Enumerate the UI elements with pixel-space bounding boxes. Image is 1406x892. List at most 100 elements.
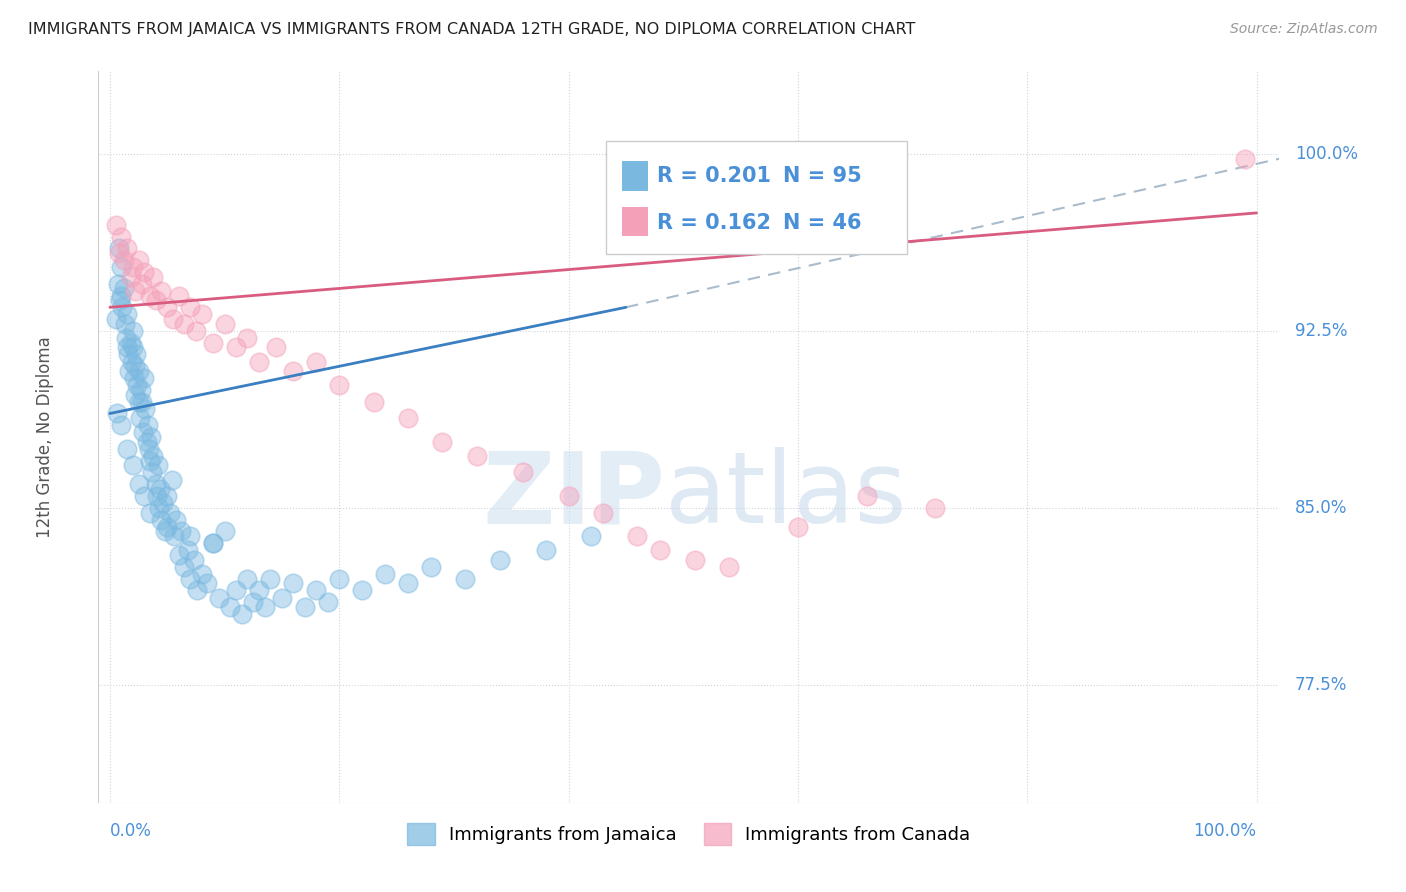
Point (173, 559, 195, 574)
Point (718, 559, 741, 574)
Point (219, 599, 242, 614)
Point (138, 442, 160, 456)
Point (139, 506, 162, 520)
Point (202, 536, 225, 550)
Text: 85.0%: 85.0% (1295, 499, 1347, 516)
Point (190, 566, 212, 581)
Point (148, 500, 170, 515)
Point (283, 576, 305, 591)
Point (283, 364, 305, 378)
Legend: Immigrants from Jamaica, Immigrants from Canada: Immigrants from Jamaica, Immigrants from… (408, 823, 970, 845)
Point (136, 418, 159, 433)
Point (121, 458, 143, 473)
Point (156, 489, 179, 503)
Point (454, 572, 477, 586)
Point (104, 312, 127, 326)
Point (146, 458, 169, 473)
Point (177, 543, 200, 558)
Point (432, 434, 454, 449)
Point (270, 591, 292, 605)
Point (236, 572, 259, 586)
Point (120, 269, 142, 284)
Point (108, 241, 131, 255)
Point (121, 260, 143, 275)
Point (162, 312, 184, 326)
Point (534, 543, 557, 558)
Point (195, 576, 218, 591)
Point (121, 340, 143, 354)
Text: 77.5%: 77.5% (1295, 676, 1347, 694)
Point (128, 253, 150, 268)
Point (111, 301, 134, 315)
Bar (621, 161, 648, 191)
Text: 12th Grade, No Diploma: 12th Grade, No Diploma (37, 336, 55, 538)
Point (115, 241, 138, 255)
Point (683, 553, 706, 567)
Point (214, 524, 236, 539)
Point (208, 591, 231, 605)
Point (114, 317, 136, 331)
Point (202, 536, 225, 550)
Point (112, 253, 135, 268)
FancyBboxPatch shape (606, 141, 907, 254)
Text: ZIP: ZIP (482, 447, 665, 544)
Point (183, 553, 205, 567)
Point (167, 288, 190, 302)
Point (253, 599, 276, 614)
Text: R = 0.201: R = 0.201 (657, 166, 770, 186)
Point (156, 301, 179, 315)
Point (581, 529, 603, 543)
Point (165, 513, 187, 527)
Point (152, 496, 174, 510)
Point (124, 359, 146, 374)
Point (650, 543, 672, 558)
Point (156, 520, 179, 534)
Point (363, 394, 385, 409)
Point (134, 401, 156, 416)
Point (115, 340, 138, 354)
Point (121, 324, 143, 338)
Point (225, 583, 247, 598)
Point (420, 559, 443, 574)
Point (170, 524, 193, 539)
Point (163, 529, 186, 543)
Point (128, 394, 150, 409)
Point (117, 347, 139, 361)
Point (145, 293, 167, 308)
Point (173, 317, 195, 331)
Point (160, 473, 183, 487)
Point (626, 529, 648, 543)
Point (122, 371, 145, 385)
Point (139, 453, 162, 467)
Point (108, 246, 131, 260)
Point (110, 260, 132, 275)
Point (328, 378, 350, 392)
Point (134, 265, 156, 279)
Point (118, 364, 141, 378)
Point (855, 489, 877, 503)
Point (786, 520, 808, 534)
Point (139, 288, 162, 302)
Point (131, 394, 153, 409)
Point (105, 407, 128, 421)
Point (328, 572, 350, 586)
Point (124, 387, 146, 401)
Point (120, 335, 142, 350)
Point (132, 425, 155, 440)
Point (225, 340, 247, 354)
Point (488, 553, 510, 567)
Point (305, 354, 328, 368)
Point (134, 489, 156, 503)
Point (512, 466, 534, 480)
Text: atlas: atlas (665, 447, 907, 544)
Point (110, 229, 132, 244)
Point (142, 449, 165, 463)
Point (316, 595, 339, 609)
Point (128, 364, 150, 378)
Point (110, 418, 132, 433)
Point (145, 477, 167, 491)
Point (179, 572, 201, 586)
Point (146, 489, 169, 503)
Text: 0.0%: 0.0% (110, 822, 152, 839)
Point (131, 277, 153, 291)
